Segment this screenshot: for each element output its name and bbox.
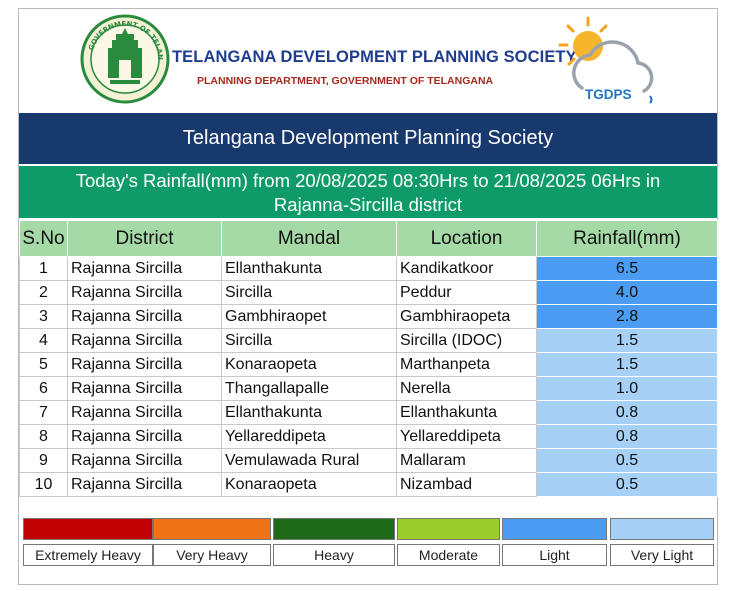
table-row: 4 Rajanna Sircilla Sircilla Sircilla (IDOC)… (19, 328, 718, 353)
cell-mandal: Vemulawada Rural (221, 448, 397, 473)
header-location: Location (396, 220, 537, 257)
cell-mandal: Ellanthakunta (221, 400, 397, 425)
legend-label: Light (502, 544, 607, 566)
cell-mandal: Gambhiraopet (221, 304, 397, 329)
cell-mandal: Sircilla (221, 280, 397, 305)
cell-sno: 8 (19, 424, 68, 449)
cell-rainfall: 0.5 (536, 472, 718, 497)
cell-rainfall: 2.8 (536, 304, 718, 329)
table-row: 1 Rajanna Sircilla Ellanthakunta Kandikatko… (19, 256, 718, 281)
legend-label: Heavy (273, 544, 395, 566)
table-body: 1 Rajanna Sircilla Ellanthakunta Kandikatko… (19, 256, 718, 497)
legend-label: Moderate (397, 544, 500, 566)
cell-location: Gambhiraopeta (396, 304, 537, 329)
sun-cloud-icon (558, 16, 654, 104)
cell-district: Rajanna Sircilla (67, 352, 222, 377)
table-row: 7 Rajanna Sircilla Ellanthakunta Ellanthaku… (19, 400, 718, 425)
legend-label: Very Heavy (153, 544, 271, 566)
cell-district: Rajanna Sircilla (67, 304, 222, 329)
cell-location: Peddur (396, 280, 537, 305)
header-mandal: Mandal (221, 220, 397, 257)
report-frame (18, 8, 718, 585)
cell-rainfall: 4.0 (536, 280, 718, 305)
tgdps-logo-text: TGDPS (585, 87, 632, 102)
org-subtitle: PLANNING DEPARTMENT, GOVERNMENT OF TELAN… (197, 75, 494, 87)
cell-location: Kandikatkoor (396, 256, 537, 281)
cell-mandal: Konaraopeta (221, 352, 397, 377)
cell-district: Rajanna Sircilla (67, 376, 222, 401)
cell-location: Marthanpeta (396, 352, 537, 377)
cell-mandal: Yellareddipeta (221, 424, 397, 449)
cell-location: Yellareddipeta (396, 424, 537, 449)
legend-swatch (397, 518, 500, 540)
table-row: 6 Rajanna Sircilla Thangallapalle Nerella 1.… (19, 376, 718, 401)
cell-sno: 6 (19, 376, 68, 401)
header-sno: S.No (19, 220, 68, 257)
cell-sno: 9 (19, 448, 68, 473)
cell-rainfall: 1.5 (536, 352, 718, 377)
legend-label: Extremely Heavy (23, 544, 153, 566)
rainfall-legend: Extremely Heavy Very Heavy Heavy Moderate Li… (19, 514, 717, 570)
table-row: 2 Rajanna Sircilla Sircilla Peddur 4.0 (19, 280, 718, 305)
cell-location: Ellanthakunta (396, 400, 537, 425)
table-row: 5 Rajanna Sircilla Konaraopeta Marthanpeta 1… (19, 352, 718, 377)
legend-swatch (273, 518, 395, 540)
cell-sno: 1 (19, 256, 68, 281)
cell-sno: 3 (19, 304, 68, 329)
cell-rainfall: 1.0 (536, 376, 718, 401)
cell-sno: 2 (19, 280, 68, 305)
cell-district: Rajanna Sircilla (67, 256, 222, 281)
cell-sno: 5 (19, 352, 68, 377)
header-rainfall: Rainfall(mm) (536, 220, 718, 257)
telangana-seal-icon: GOVERNMENT OF TELANGANA (80, 14, 170, 104)
header-district: District (67, 220, 222, 257)
cell-district: Rajanna Sircilla (67, 448, 222, 473)
cell-district: Rajanna Sircilla (67, 328, 222, 353)
org-name: TELANGANA DEVELOPMENT PLANNING SOCIETY (172, 48, 577, 66)
cell-location: Nerella (396, 376, 537, 401)
cell-mandal: Thangallapalle (221, 376, 397, 401)
cell-rainfall: 0.8 (536, 400, 718, 425)
cell-rainfall: 0.5 (536, 448, 718, 473)
rainfall-table: S.No District Mandal Location Rainfall(m… (19, 220, 718, 497)
legend-swatch (23, 518, 153, 540)
report-title-line1: Today's Rainfall(mm) from 20/08/2025 08:… (75, 170, 661, 191)
report-title: Today's Rainfall(mm) from 20/08/2025 08:… (19, 166, 717, 218)
cell-sno: 10 (19, 472, 68, 497)
cell-sno: 7 (19, 400, 68, 425)
cell-location: Mallaram (396, 448, 537, 473)
legend-label: Very Light (610, 544, 714, 566)
cell-location: Sircilla (IDOC) (396, 328, 537, 353)
table-row: 10 Rajanna Sircilla Konaraopeta Nizambad 0.5 (19, 472, 718, 497)
cell-district: Rajanna Sircilla (67, 472, 222, 497)
legend-swatch (153, 518, 271, 540)
legend-swatch (502, 518, 607, 540)
cell-sno: 4 (19, 328, 68, 353)
cell-district: Rajanna Sircilla (67, 280, 222, 305)
legend-swatch (610, 518, 714, 540)
cell-location: Nizambad (396, 472, 537, 497)
report-title-line2: Rajanna-Sircilla district (273, 194, 463, 215)
table-row: 3 Rajanna Sircilla Gambhiraopet Gambhiraope… (19, 304, 718, 329)
cell-rainfall: 0.8 (536, 424, 718, 449)
banner-title: Telangana Development Planning Society (19, 113, 717, 164)
cell-mandal: Ellanthakunta (221, 256, 397, 281)
table-row: 8 Rajanna Sircilla Yellareddipeta Yellaredd… (19, 424, 718, 449)
table-row: 9 Rajanna Sircilla Vemulawada Rural Mallara… (19, 448, 718, 473)
cell-mandal: Konaraopeta (221, 472, 397, 497)
table-header-row: S.No District Mandal Location Rainfall(m… (19, 220, 718, 257)
cell-rainfall: 1.5 (536, 328, 718, 353)
cell-district: Rajanna Sircilla (67, 400, 222, 425)
cell-mandal: Sircilla (221, 328, 397, 353)
cell-district: Rajanna Sircilla (67, 424, 222, 449)
cell-rainfall: 6.5 (536, 256, 718, 281)
